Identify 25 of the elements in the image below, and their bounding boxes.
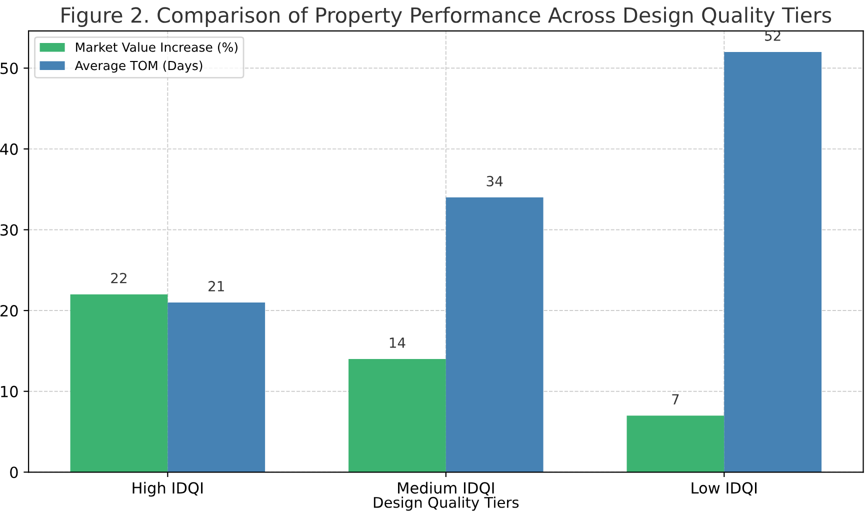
data-label: 14 <box>390 338 406 348</box>
bar <box>626 416 724 472</box>
data-label: 7 <box>672 394 679 404</box>
legend-label: Average TOM (Days) <box>74 60 202 73</box>
bar <box>446 197 544 472</box>
x-tick-label: Low IDQI <box>692 482 757 496</box>
chart-title: Figure 2. Comparison of Property Performance Across Design Quality Tiers <box>62 6 832 27</box>
bar <box>724 52 822 472</box>
data-label: 21 <box>208 280 224 292</box>
x-tick-label: High IDQI <box>132 482 203 497</box>
data-label: 22 <box>111 272 126 284</box>
x-axis-title: Design Quality Tiers <box>374 496 519 511</box>
bar <box>348 359 446 472</box>
y-tick-label: 0 <box>10 466 18 478</box>
bar <box>168 302 266 472</box>
y-tick-label: 10 <box>1 386 18 398</box>
y-tick-label: 30 <box>0 224 18 236</box>
x-tick-label: Medium IDQI <box>398 482 494 496</box>
y-tick-label: 50 <box>0 62 18 74</box>
data-label: 52 <box>765 30 780 41</box>
y-tick-label: 40 <box>0 143 18 155</box>
bar <box>70 294 168 472</box>
data-label: 34 <box>486 176 503 186</box>
y-tick-label: 20 <box>0 305 18 317</box>
legend-label: Market Value Increase (%) <box>76 42 238 54</box>
